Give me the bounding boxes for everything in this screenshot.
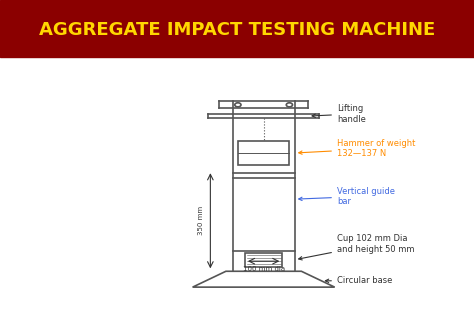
- Text: Circular base: Circular base: [325, 276, 392, 285]
- Text: Lifting
handle: Lifting handle: [312, 104, 366, 124]
- Text: 350 mm: 350 mm: [199, 206, 204, 235]
- Text: 100 mm dia: 100 mm dia: [243, 266, 285, 272]
- Text: Vertical guide
bar: Vertical guide bar: [299, 187, 395, 206]
- Text: Cup 102 mm Dia
and height 50 mm: Cup 102 mm Dia and height 50 mm: [299, 234, 414, 260]
- Text: AGGREGATE IMPACT TESTING MACHINE: AGGREGATE IMPACT TESTING MACHINE: [39, 21, 435, 39]
- Bar: [245, 252, 283, 267]
- Text: Hammer of weight
132—137 N: Hammer of weight 132—137 N: [299, 139, 415, 158]
- Bar: [238, 142, 290, 164]
